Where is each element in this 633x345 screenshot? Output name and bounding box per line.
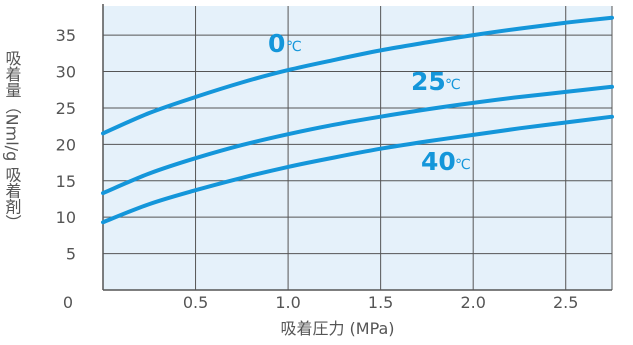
y-axis-title: 吸着量（Nml/g 吸着剤） [3,50,22,231]
series-label-0: 0 [268,29,285,58]
x-tick-label: 1.5 [368,293,393,312]
y-tick-label: 35 [56,26,76,45]
y-tick-labels: 5 10 15 20 25 30 35 [56,26,76,263]
y-tick-label: 10 [56,208,76,227]
y-tick-label: 25 [56,99,76,118]
y-tick-label: 30 [56,63,76,82]
x-tick-labels: 0.5 1.0 1.5 2.0 2.5 [183,293,579,312]
series-line-40c [101,114,614,225]
axes [102,4,612,291]
series-lines [101,15,614,225]
y-tick-label: 20 [56,135,76,154]
series-unit-40: ℃ [455,157,471,173]
y-tick-label: 5 [66,245,76,264]
x-tick-label: 1.0 [275,293,300,312]
y-tick-label: 15 [56,172,76,191]
series-label-40: 40 [421,147,456,176]
grid-lines [103,6,613,290]
x-tick-label: 0.5 [183,293,208,312]
series-unit-0: ℃ [286,39,302,55]
series-label-25: 25 [411,67,446,96]
series-unit-25: ℃ [445,77,461,93]
origin-tick-label: 0 [63,293,73,312]
x-axis-title: 吸着圧力 (MPa) [280,319,394,338]
plot-area [103,6,612,290]
x-tick-label: 2.5 [553,293,578,312]
series-line-25c [101,84,614,196]
x-tick-label: 2.0 [460,293,485,312]
series-line-0c [101,15,614,136]
series-labels: 0 ℃25 ℃40 ℃ [268,29,471,176]
